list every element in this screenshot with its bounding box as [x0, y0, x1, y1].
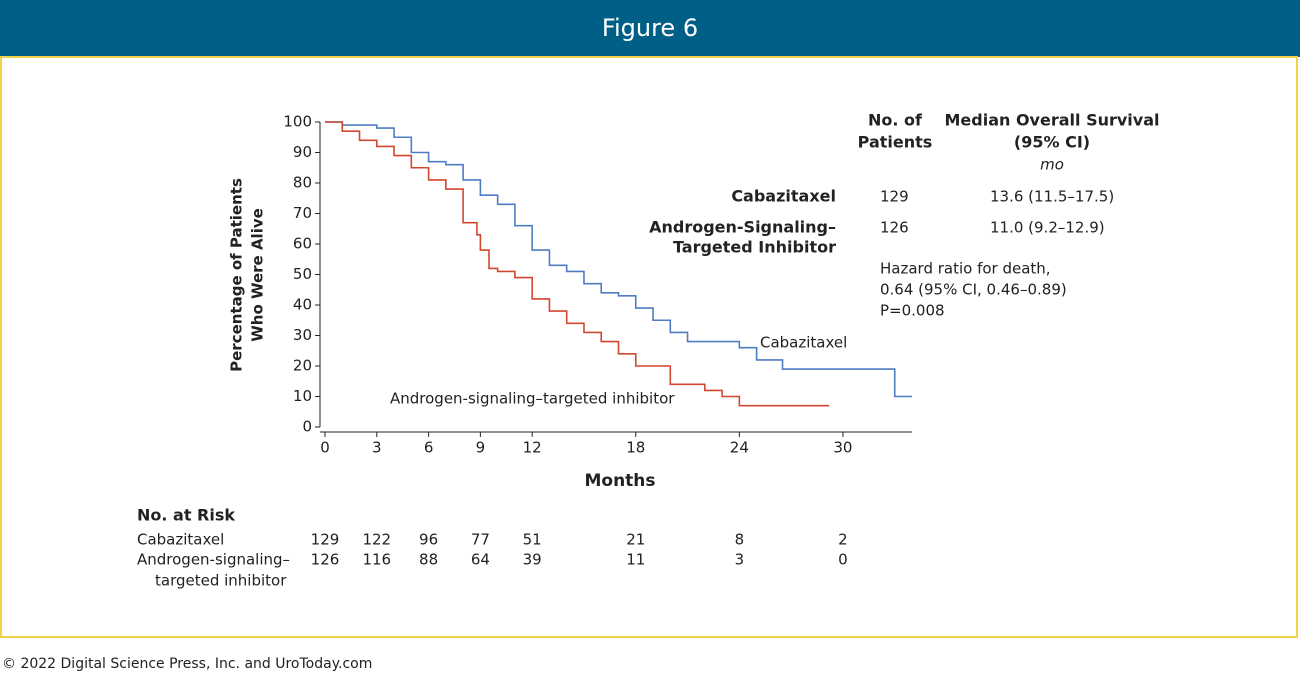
- header-bar: [0, 0, 1300, 57]
- x-tick-label: 18: [626, 439, 645, 457]
- y-tick-label: 20: [293, 357, 312, 375]
- y-tick-label: 80: [293, 174, 312, 192]
- figure-label: Figure 6: [602, 14, 698, 42]
- at-risk-value: 51: [523, 531, 542, 549]
- curve-label: Cabazitaxel: [760, 334, 847, 352]
- x-tick-label: 30: [833, 439, 852, 457]
- at-risk-value: 39: [523, 551, 542, 569]
- median: 13.6 (11.5–17.5): [990, 188, 1114, 206]
- at-risk-value: 21: [626, 531, 645, 549]
- at-risk-value: 64: [471, 551, 490, 569]
- row-label: Androgen-Signaling–: [649, 218, 836, 237]
- at-risk-value: 0: [838, 551, 848, 569]
- frame: [0, 56, 1298, 638]
- patients: 126: [880, 219, 909, 237]
- x-tick-label: 6: [424, 439, 434, 457]
- table-header: Patients: [858, 133, 933, 152]
- row-label: Targeted Inhibitor: [673, 238, 836, 257]
- at-risk-value: 77: [471, 531, 490, 549]
- y-axis-title: Who Were Alive: [249, 208, 267, 342]
- y-tick-label: 40: [293, 296, 312, 314]
- at-risk-value: 88: [419, 551, 438, 569]
- x-axis-title: Months: [584, 471, 655, 491]
- at-risk-value: 96: [419, 531, 438, 549]
- y-tick-label: 60: [293, 235, 312, 253]
- y-tick-label: 10: [293, 387, 312, 405]
- table-header: Median Overall Survival: [944, 111, 1159, 130]
- at-risk-value: 129: [311, 531, 340, 549]
- at-risk-value: 3: [735, 551, 745, 569]
- at-risk-label: targeted inhibitor: [155, 572, 287, 590]
- survival-curve: [325, 121, 912, 398]
- row-label: Cabazitaxel: [731, 187, 836, 206]
- hazard-text: P=0.008: [880, 302, 945, 320]
- footer: © 2022 Digital Science Press, Inc. and U…: [2, 656, 372, 672]
- x-tick-label: 24: [730, 439, 749, 457]
- x-tick-label: 3: [372, 439, 382, 457]
- at-risk-value: 11: [626, 551, 645, 569]
- at-risk-label: Androgen-signaling–: [137, 551, 290, 569]
- table-header: mo: [1040, 156, 1064, 174]
- hazard-text: 0.64 (95% CI, 0.46–0.89): [880, 281, 1067, 299]
- table-header: No. of: [868, 111, 923, 130]
- y-axis-title: Percentage of Patients: [228, 178, 246, 372]
- survival-curve: [325, 121, 830, 407]
- x-tick-label: 9: [476, 439, 486, 457]
- table-header: (95% CI): [1014, 133, 1090, 152]
- curve-label: Androgen-signaling–targeted inhibitor: [390, 390, 675, 408]
- patients: 129: [880, 188, 909, 206]
- at-risk-title: No. at Risk: [137, 506, 235, 525]
- y-tick-label: 90: [293, 143, 312, 161]
- y-tick-label: 50: [293, 265, 312, 283]
- x-tick-label: 0: [320, 439, 330, 457]
- at-risk-value: 2: [838, 531, 848, 549]
- hazard-text: Hazard ratio for death,: [880, 260, 1051, 278]
- at-risk-value: 8: [735, 531, 745, 549]
- y-tick-label: 0: [302, 418, 312, 436]
- y-tick-label: 30: [293, 326, 312, 344]
- median: 11.0 (9.2–12.9): [990, 219, 1105, 237]
- at-risk-value: 116: [362, 551, 391, 569]
- at-risk-value: 126: [311, 551, 340, 569]
- at-risk-value: 122: [362, 531, 391, 549]
- x-tick-label: 12: [523, 439, 542, 457]
- at-risk-label: Cabazitaxel: [137, 531, 224, 549]
- y-tick-label: 100: [283, 113, 312, 131]
- y-tick-label: 70: [293, 204, 312, 222]
